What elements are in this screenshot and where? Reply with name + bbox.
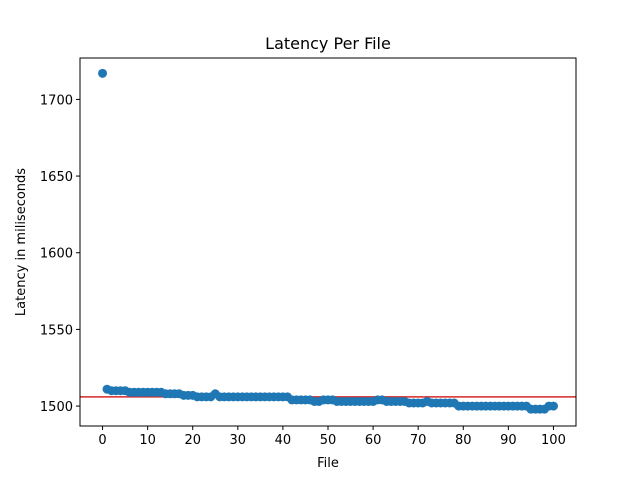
y-axis-ticks: 1500 1550 1600 1650 1700 [40, 93, 80, 415]
y-tick-label: 1700 [40, 93, 73, 108]
y-tick-label: 1500 [40, 400, 73, 415]
x-axis-label: File [317, 456, 339, 471]
x-tick-label: 0 [98, 433, 106, 448]
x-tick-label: 80 [455, 433, 472, 448]
y-tick-label: 1550 [40, 323, 73, 338]
x-tick-label: 40 [275, 433, 292, 448]
y-axis-label: Latency in miliseconds [14, 168, 29, 316]
x-tick-label: 50 [320, 433, 337, 448]
data-point [548, 401, 558, 411]
x-axis-ticks: 0 10 20 30 40 50 60 70 80 90 100 [98, 426, 566, 448]
x-tick-label: 30 [230, 433, 247, 448]
y-tick-label: 1600 [40, 247, 73, 262]
chart-title: Latency Per File [265, 34, 391, 53]
x-tick-label: 70 [410, 433, 427, 448]
x-tick-label: 100 [541, 433, 566, 448]
x-tick-label: 10 [139, 433, 156, 448]
y-tick-label: 1650 [40, 170, 73, 185]
x-tick-label: 60 [365, 433, 382, 448]
data-points-layer [98, 68, 558, 414]
x-tick-label: 90 [500, 433, 517, 448]
data-point [98, 68, 108, 78]
x-tick-label: 20 [184, 433, 201, 448]
